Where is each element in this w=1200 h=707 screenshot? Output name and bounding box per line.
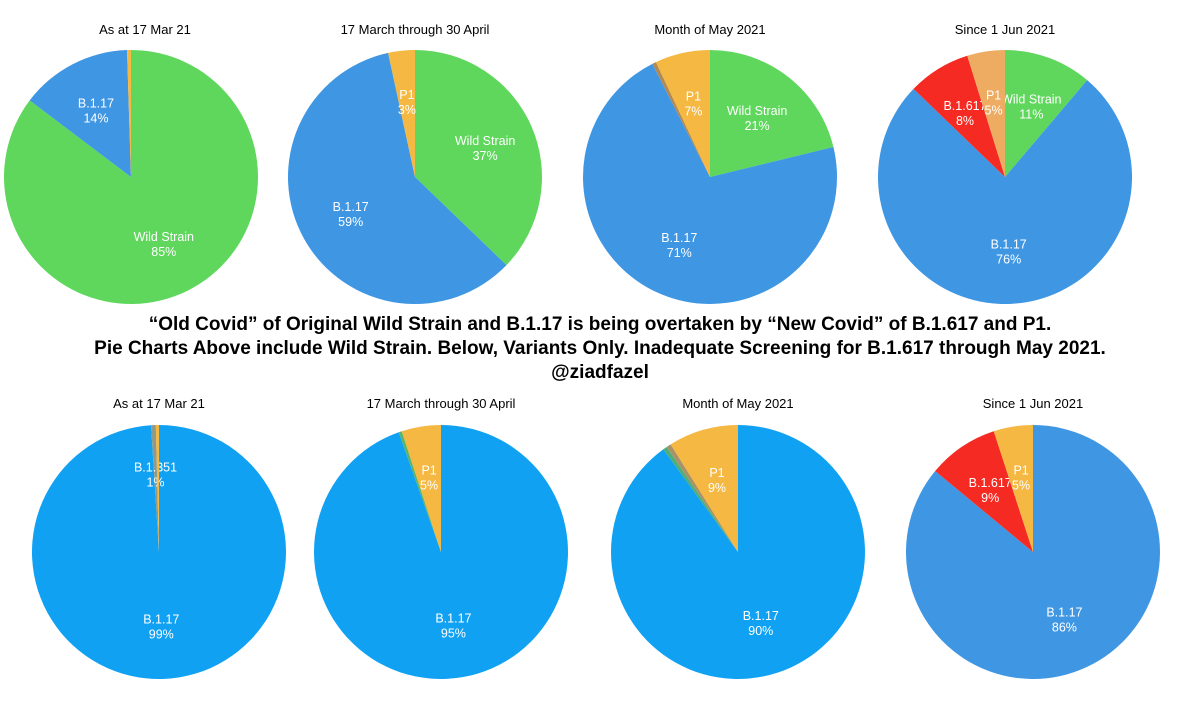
pie-slice-wild-strain xyxy=(1005,50,1088,177)
slice-label-b-1-17: B.1.17 14% xyxy=(78,96,114,125)
slice-label-wild-strain: Wild Strain 21% xyxy=(727,104,787,133)
pie-slice-b-1-17 xyxy=(905,425,1160,679)
pie-slice-b-1-351 xyxy=(151,425,159,552)
pie-slice-p1 xyxy=(655,50,710,177)
slice-label-b-1-617: B.1.617 8% xyxy=(943,99,986,128)
pie-slice-b-1-617 xyxy=(935,431,1033,552)
pie-slice-b-1-17 xyxy=(287,52,507,305)
pie-slice-p1 xyxy=(670,425,738,552)
slice-label-p1: P1 3% xyxy=(398,88,416,117)
slice-label-p1: P1 5% xyxy=(420,464,438,493)
pie-slice-p1 xyxy=(388,50,415,177)
pie-chart-top-2: Wild Strain 37% B.1.17 59% P1 3% xyxy=(287,50,542,305)
pie-slice-wild-strain xyxy=(4,50,259,304)
slice-label-b-1-17: B.1.17 99% xyxy=(143,613,179,642)
slice-label-b-1-17: B.1.17 95% xyxy=(435,612,471,641)
pie-slice-b-1-17 xyxy=(878,80,1133,304)
pie-slice-b-1-17 xyxy=(583,63,838,304)
pie-slice-b-1-17 xyxy=(610,425,865,679)
slice-label-b-1-351: B.1.351 1% xyxy=(134,460,177,489)
pie-slice-other xyxy=(127,49,131,178)
caption-line-2: Pie Charts Above include Wild Strain. Be… xyxy=(94,338,1106,359)
slice-label-b-1-17: B.1.17 71% xyxy=(661,231,697,260)
pie-slice-b-1-17 xyxy=(313,425,568,679)
pie-title-top-4: Since 1 Jun 2021 xyxy=(954,22,1056,37)
pie-title-top-3: Month of May 2021 xyxy=(654,22,766,37)
pie-chart-bottom-3: B.1.17 90% P1 9% xyxy=(610,425,865,679)
pie-chart-top-4: Wild Strain 11% B.1.17 76% B.1.617 8%P1 5% xyxy=(878,50,1133,304)
pie-slice-wild-strain xyxy=(710,50,834,177)
pie-chart-top-1: Wild Strain 85% B.1.17 14% xyxy=(4,49,259,304)
slice-label-wild-strain: Wild Strain 37% xyxy=(455,134,515,163)
slice-label-wild-strain: Wild Strain 85% xyxy=(134,230,194,259)
slice-label-b-1-17: B.1.17 90% xyxy=(743,609,779,638)
pie-chart-top-3: Wild Strain 21% B.1.17 71% P1 7% xyxy=(583,50,838,304)
caption-line-3: @ziadfazel xyxy=(551,362,649,383)
pie-slice-p1 xyxy=(401,425,441,552)
slice-label-b-1-17: B.1.17 86% xyxy=(1046,606,1082,635)
caption-line-1: “Old Covid” of Original Wild Strain and … xyxy=(148,314,1052,335)
pie-slice-b-1-617 xyxy=(913,55,1005,178)
pie-title-top-1: As at 17 Mar 21 xyxy=(99,22,191,37)
slice-label-p1: P1 7% xyxy=(684,90,702,119)
pie-slice-b-1-17 xyxy=(31,425,286,679)
slice-label-p1: P1 5% xyxy=(985,89,1003,118)
pie-title-top-2: 17 March through 30 April xyxy=(340,22,490,37)
slice-label-wild-strain: Wild Strain 11% xyxy=(1001,93,1061,122)
pie-slice-b-1-351 xyxy=(663,446,738,552)
pie-slice-wild-strain xyxy=(415,50,542,266)
pie-chart-bottom-1: B.1.17 99% B.1.351 1% xyxy=(31,425,286,679)
pie-slice-p1 xyxy=(155,425,159,552)
slice-label-b-1-617: B.1.617 9% xyxy=(969,476,1012,505)
slice-label-b-1-17: B.1.17 59% xyxy=(333,200,369,229)
pie-title-bottom-1: As at 17 Mar 21 xyxy=(113,396,205,411)
pie-title-bottom-4: Since 1 Jun 2021 xyxy=(982,396,1084,411)
pie-slice-other xyxy=(666,444,738,552)
pie-slice-p1 xyxy=(967,50,1005,177)
pie-chart-bottom-4: B.1.17 86% B.1.617 9%P1 5% xyxy=(905,425,1160,679)
slice-label-p1: P1 5% xyxy=(1012,464,1030,493)
slice-label-p1: P1 9% xyxy=(708,466,726,495)
pie-slice-p1 xyxy=(993,425,1033,552)
pie-slice-b-1-351 xyxy=(398,431,441,552)
pie-chart-bottom-2: B.1.17 95% P1 5% xyxy=(313,425,568,679)
pie-title-bottom-3: Month of May 2021 xyxy=(682,396,794,411)
pie-slice-b-1-17 xyxy=(29,50,131,178)
pie-slice-other xyxy=(652,62,710,178)
pie-title-bottom-2: 17 March through 30 April xyxy=(366,396,516,411)
slice-label-b-1-17: B.1.17 76% xyxy=(991,238,1027,267)
